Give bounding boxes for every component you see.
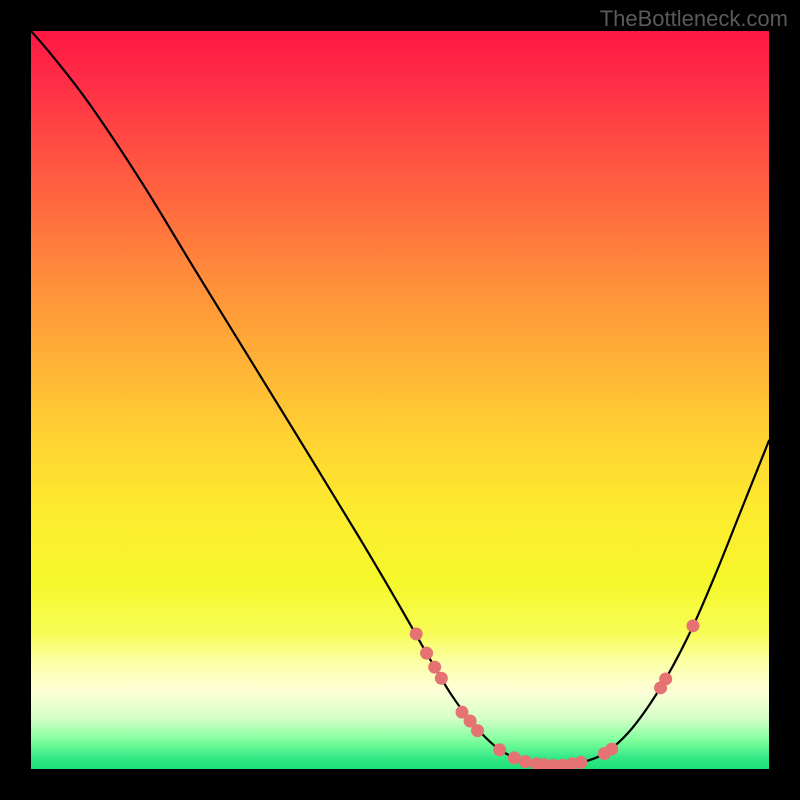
chart-svg	[31, 31, 769, 769]
chart-plot-area	[31, 31, 769, 769]
data-marker	[659, 672, 672, 685]
data-marker	[410, 627, 423, 640]
data-marker	[519, 755, 532, 768]
data-marker	[428, 661, 441, 674]
data-marker	[435, 672, 448, 685]
data-marker	[493, 743, 506, 756]
data-marker	[508, 751, 521, 764]
data-marker	[574, 756, 587, 769]
data-marker	[420, 647, 433, 660]
data-marker	[686, 619, 699, 632]
data-marker	[605, 743, 618, 756]
chart-background	[31, 31, 769, 769]
data-marker	[471, 724, 484, 737]
watermark-text: TheBottleneck.com	[600, 6, 788, 32]
